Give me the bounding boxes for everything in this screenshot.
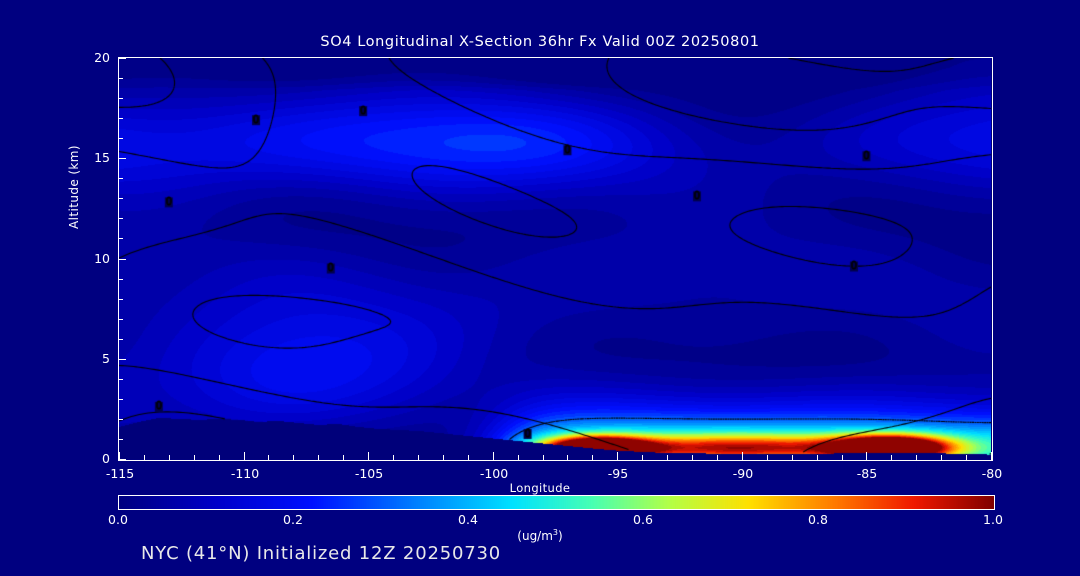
y-tick-label: 10 [94,251,110,266]
y-tick-label: 5 [102,351,110,366]
x-tick-minor [667,455,668,460]
x-tick-minor [642,455,643,460]
colorbar-gradient [119,496,994,509]
x-tick-minor [941,455,942,460]
x-tick-minor [144,455,145,460]
chart-title: SO4 Longitudinal X-Section 36hr Fx Valid… [320,34,760,50]
x-tick-minor [393,455,394,460]
x-tick-label: -90 [732,466,754,481]
x-tick-major [244,452,245,460]
x-tick-minor [418,455,419,460]
y-tick-label: 15 [94,150,110,165]
x-tick-label: -100 [479,466,509,481]
colorbar-tick-label: 0.6 [633,512,653,527]
y-tick-minor [119,379,123,380]
colorbar [118,495,995,510]
x-tick-minor [817,455,818,460]
x-tick-label: -110 [230,466,260,481]
x-tick-minor [717,455,718,460]
x-tick-minor [916,455,917,460]
x-tick-minor [268,455,269,460]
y-tick-label: 0 [102,451,110,466]
y-tick-minor [119,78,123,79]
y-tick-label: 20 [94,50,110,65]
x-tick-minor [543,455,544,460]
y-tick-minor [119,299,123,300]
x-tick-minor [767,455,768,460]
x-tick-minor [468,455,469,460]
y-tick-minor [119,98,123,99]
x-tick-major [368,452,369,460]
x-tick-label: -80 [981,466,1003,481]
y-tick-major [119,58,126,59]
cross-section-heatmap [119,58,991,459]
x-tick-minor [169,455,170,460]
x-tick-label: -85 [856,466,878,481]
y-tick-minor [119,279,123,280]
y-tick-minor [119,439,123,440]
plot-area [118,57,993,461]
y-tick-minor [119,138,123,139]
x-tick-major [742,452,743,460]
y-tick-minor [119,399,123,400]
y-tick-minor [119,319,123,320]
x-tick-major [119,452,120,460]
x-tick-major [866,452,867,460]
colorbar-tick-label: 0.2 [283,512,303,527]
y-tick-minor [119,238,123,239]
colorbar-tick-label: 0.0 [108,512,128,527]
y-tick-major [119,259,126,260]
y-tick-minor [119,178,123,179]
y-tick-major [119,359,126,360]
y-tick-minor [119,198,123,199]
y-tick-minor [119,218,123,219]
x-tick-minor [443,455,444,460]
x-tick-minor [343,455,344,460]
x-axis-label: Longitude [509,481,571,495]
x-tick-major [991,452,992,460]
x-tick-major [617,452,618,460]
x-tick-minor [692,455,693,460]
x-tick-label: -115 [105,466,135,481]
x-tick-minor [966,455,967,460]
x-tick-minor [318,455,319,460]
x-tick-minor [293,455,294,460]
x-tick-label: -105 [354,466,384,481]
x-tick-label: -95 [607,466,629,481]
x-tick-minor [518,455,519,460]
x-tick-minor [891,455,892,460]
chart-caption: NYC (41°N) Initialized 12Z 20250730 [141,543,501,564]
x-tick-minor [194,455,195,460]
y-tick-major [119,459,126,460]
colorbar-tick-label: 1.0 [983,512,1003,527]
y-tick-minor [119,339,123,340]
x-tick-major [493,452,494,460]
x-tick-minor [567,455,568,460]
x-tick-minor [842,455,843,460]
y-tick-minor [119,419,123,420]
colorbar-unit-label: (ug/m3) [517,528,563,543]
x-tick-minor [219,455,220,460]
colorbar-tick-label: 0.4 [458,512,478,527]
y-tick-major [119,158,126,159]
y-axis-label: Altitude (km) [67,145,81,229]
y-tick-minor [119,118,123,119]
x-tick-minor [592,455,593,460]
x-tick-minor [792,455,793,460]
colorbar-tick-label: 0.8 [808,512,828,527]
